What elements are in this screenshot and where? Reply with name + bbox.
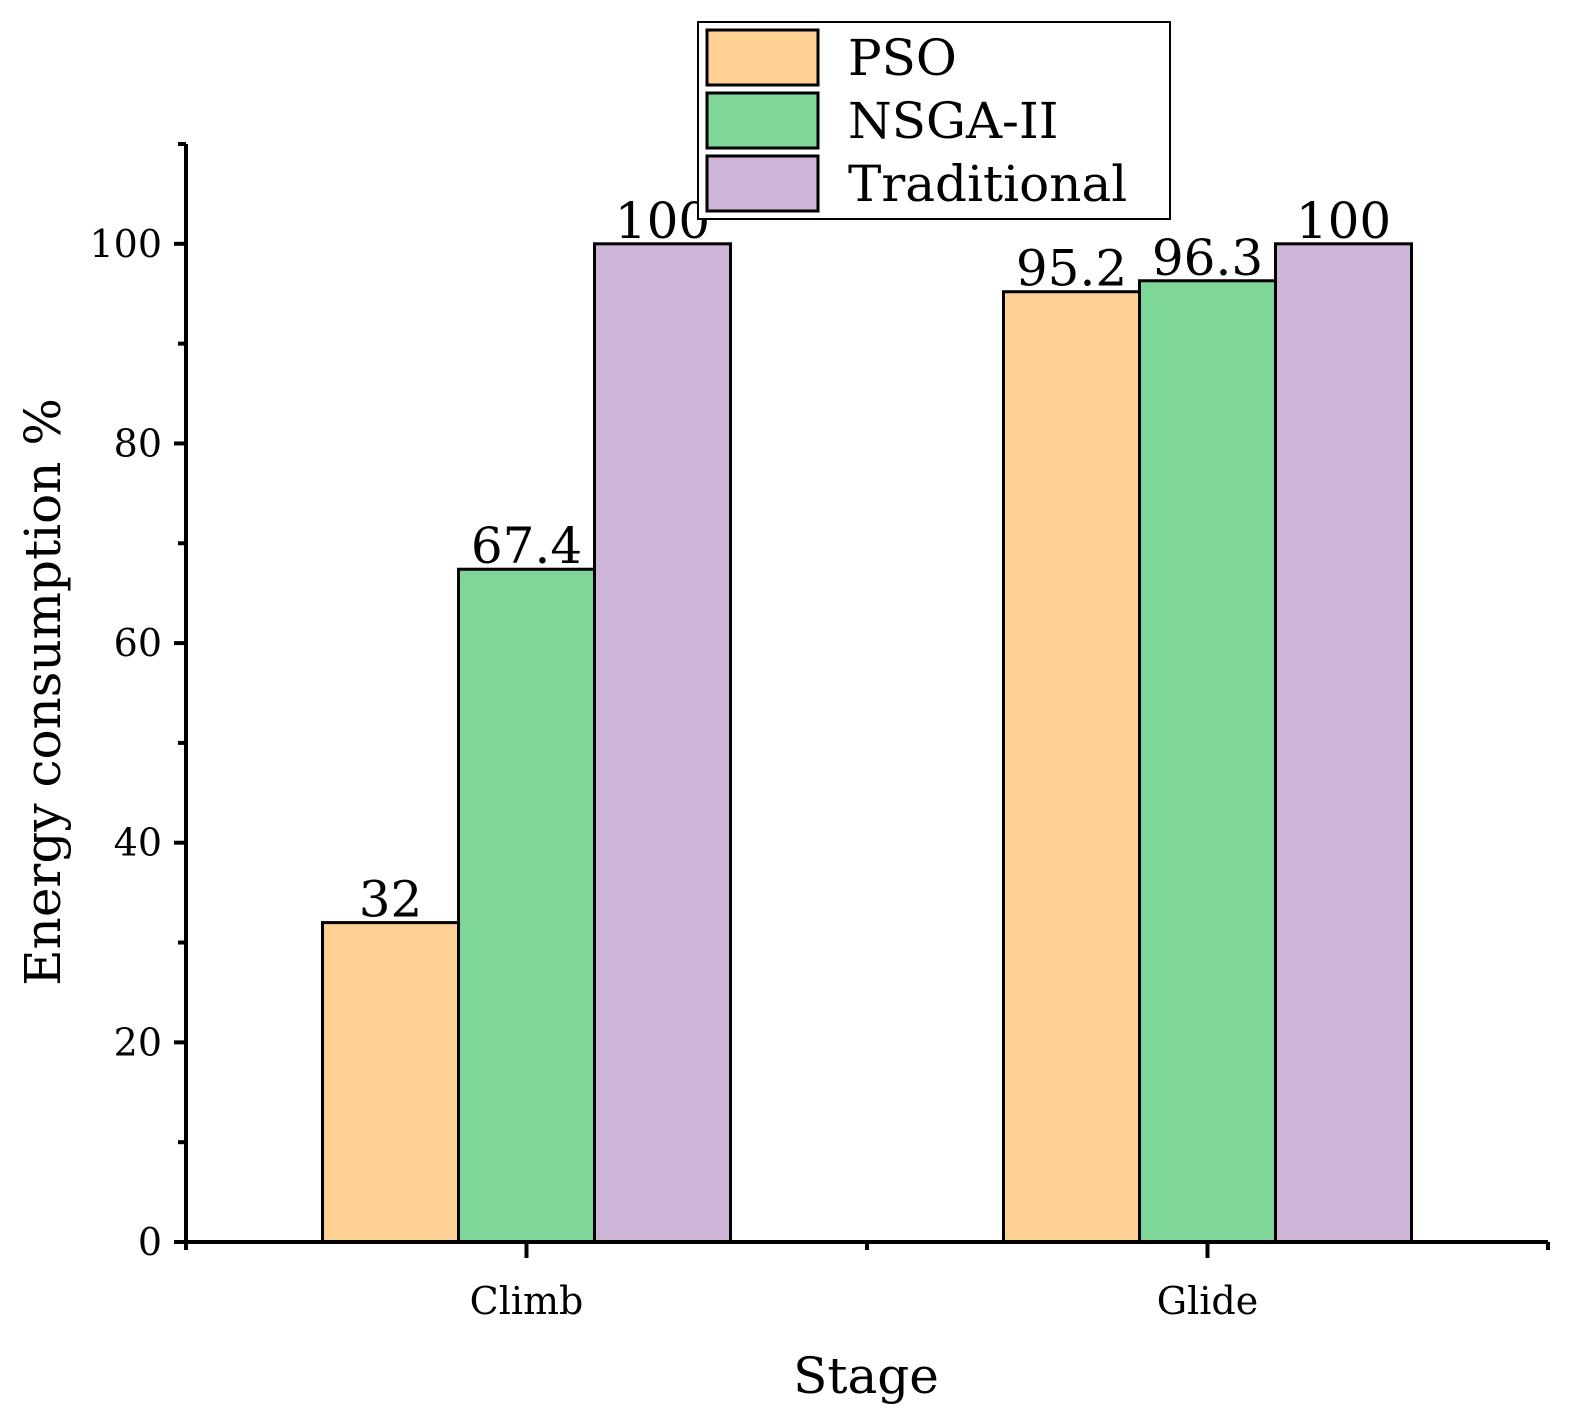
y-tick-label: 60 (114, 621, 162, 665)
y-tick-label: 20 (114, 1020, 162, 1064)
legend-label-pso: PSO (848, 29, 957, 87)
legend-label-nsga-ii: NSGA-II (848, 92, 1058, 150)
bar-labels-group: 32 67.4 100 95.2 96.3 100 (359, 192, 1392, 929)
x-tick-label-climb: Climb (470, 1279, 584, 1323)
y-tick-label: 0 (138, 1220, 162, 1264)
data-label: 96.3 (1152, 229, 1263, 287)
bar-traditional-glide (1274, 242, 1413, 1244)
bar-nsga-ii-climb (457, 567, 596, 1244)
data-label: 100 (1296, 192, 1391, 250)
bar-pso-glide (1002, 290, 1141, 1244)
x-axis-title: Stage (793, 1347, 939, 1405)
legend-label-traditional: Traditional (848, 155, 1127, 213)
axes-group: 0 20 40 60 80 100 Climb Glide (89, 142, 1550, 1323)
legend-swatch-traditional (705, 154, 820, 213)
bars-group (321, 242, 1413, 1244)
data-label: 67.4 (471, 517, 582, 575)
bar-pso-climb (321, 921, 460, 1244)
y-tick-label: 40 (114, 821, 162, 865)
data-label: 95.2 (1016, 240, 1127, 298)
legend-swatch-nsga-ii (705, 91, 820, 150)
legend-swatch-pso (705, 28, 820, 87)
bar-nsga-ii-glide (1138, 279, 1277, 1244)
bar-traditional-climb (593, 242, 732, 1244)
data-label: 32 (359, 871, 423, 929)
y-axis-title: Energy consumption % (14, 398, 72, 986)
y-tick-label: 80 (114, 421, 162, 465)
data-label: 100 (615, 192, 710, 250)
y-tick-label: 100 (89, 222, 162, 266)
x-tick-label-glide: Glide (1157, 1279, 1258, 1323)
